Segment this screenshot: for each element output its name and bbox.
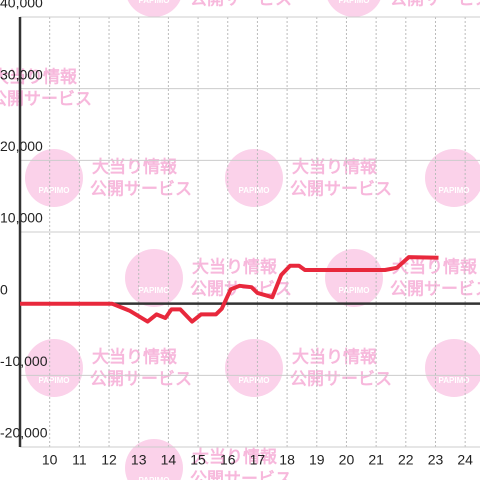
x-tick-label: 20: [339, 452, 355, 468]
watermark-text: 公開サービス: [0, 89, 92, 108]
watermark-circle: [125, 439, 183, 480]
x-tick-label: 11: [72, 452, 87, 468]
x-tick-label: 21: [368, 452, 384, 468]
watermark-text: 公開サービス: [190, 469, 292, 480]
watermark-logo: PAPIMO: [339, 286, 370, 295]
watermark-circle: [225, 149, 283, 207]
watermark-text: 大当り情報: [292, 346, 378, 366]
watermark-text: 公開サービス: [290, 369, 392, 388]
watermark-text: 公開サービス: [90, 179, 192, 198]
watermark-text: 大当り情報: [92, 346, 178, 366]
x-tick-label: 22: [398, 452, 414, 468]
watermark-circle: [325, 249, 383, 307]
data-line: [20, 255, 439, 324]
watermark-logo: PAPIMO: [239, 376, 270, 385]
y-tick-label: 40,000: [0, 0, 43, 11]
watermark-circle: [425, 149, 480, 207]
x-tick-label: 10: [42, 452, 58, 468]
x-tick-label: 17: [250, 452, 266, 468]
x-tick-label: 13: [131, 452, 147, 468]
watermark-circle: [225, 339, 283, 397]
watermark-logo: PAPIMO: [139, 0, 170, 5]
x-tick-label: 12: [101, 452, 117, 468]
watermark-logo: PAPIMO: [139, 286, 170, 295]
x-tick-label: 16: [220, 452, 236, 468]
y-tick-label: 30,000: [0, 66, 43, 82]
watermark-text: 公開サービス: [290, 179, 392, 198]
x-tick-label: 18: [279, 452, 295, 468]
watermark-text: 公開サービス: [90, 369, 192, 388]
watermark-logo: PAPIMO: [439, 376, 470, 385]
x-tick-label: 24: [457, 452, 473, 468]
watermark-circle: [25, 339, 83, 397]
watermark-circle: [127, 0, 181, 17]
watermark-logo: PAPIMO: [239, 186, 270, 195]
watermark-logo: PAPIMO: [339, 0, 370, 5]
watermark-circle: [327, 0, 381, 17]
y-tick-label: 20,000: [0, 138, 43, 154]
y-tick-label: -20,000: [0, 425, 48, 441]
watermark-circle: [25, 149, 83, 207]
watermark-text: 公開サービス: [390, 279, 480, 298]
watermark-logo: PAPIMO: [39, 376, 70, 385]
watermark-text: 公開サービス: [390, 0, 480, 8]
watermark-text: 大当り情報: [292, 156, 378, 176]
watermark-logo: PAPIMO: [139, 476, 170, 480]
x-tick-label: 15: [190, 452, 206, 468]
watermark-text: 大当り情報: [192, 256, 278, 276]
x-tick-label: 14: [161, 452, 177, 468]
watermark-circle: [125, 249, 183, 307]
y-tick-label: 0: [0, 281, 8, 297]
watermark-text: 大当り情報: [92, 156, 178, 176]
y-tick-label: 10,000: [0, 210, 43, 226]
watermark-text: 公開サービス: [190, 0, 292, 8]
x-tick-label: 23: [428, 452, 444, 468]
watermark-logo: PAPIMO: [439, 186, 470, 195]
watermark-text: 大当り情報: [192, 446, 278, 466]
y-tick-label: -10,000: [0, 353, 48, 369]
x-tick-label: 19: [309, 452, 325, 468]
watermark-circle: [425, 339, 480, 397]
watermark-logo: PAPIMO: [39, 186, 70, 195]
